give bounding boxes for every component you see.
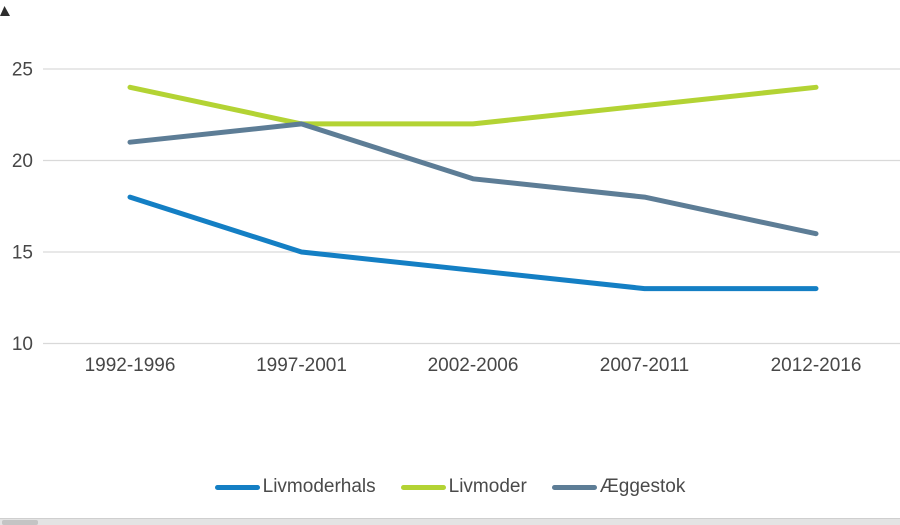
legend-item-livmoderhals: Livmoderhals — [214, 476, 376, 498]
x-axis-category-label: 2012-2016 — [771, 355, 862, 376]
corner-triangle-icon — [0, 6, 10, 16]
series-line-æggestok — [127, 121, 819, 237]
x-axis-category-label: 1997-2001 — [256, 355, 347, 376]
legend-label: Livmoder — [448, 476, 527, 497]
legend-label: Livmoderhals — [262, 476, 376, 497]
y-axis-tick-label: 20 — [12, 151, 33, 172]
legend-item-æggestok: Æggestok — [551, 476, 686, 498]
legend-swatch-icon — [400, 484, 446, 490]
legend-label: Æggestok — [599, 476, 686, 497]
y-axis-tick-label: 15 — [12, 243, 33, 264]
legend: Livmoderhals Livmoder Æggestok — [0, 473, 900, 501]
legend-item-livmoder: Livmoder — [400, 476, 527, 498]
x-axis-category-label: 2002-2006 — [428, 355, 519, 376]
series-line-livmoder — [127, 84, 819, 127]
x-axis-category-label: 2007-2011 — [600, 355, 689, 376]
series-line-livmoderhals — [127, 194, 819, 292]
y-axis-tick-label: 10 — [12, 334, 33, 355]
scrollbar-thumb[interactable] — [2, 520, 38, 525]
legend-swatch-icon — [551, 484, 597, 490]
x-axis-category-label: 1992-1996 — [85, 355, 176, 376]
y-axis-tick-label: 25 — [12, 60, 33, 81]
legend-swatch-icon — [214, 484, 260, 490]
horizontal-scrollbar[interactable] — [0, 518, 900, 525]
